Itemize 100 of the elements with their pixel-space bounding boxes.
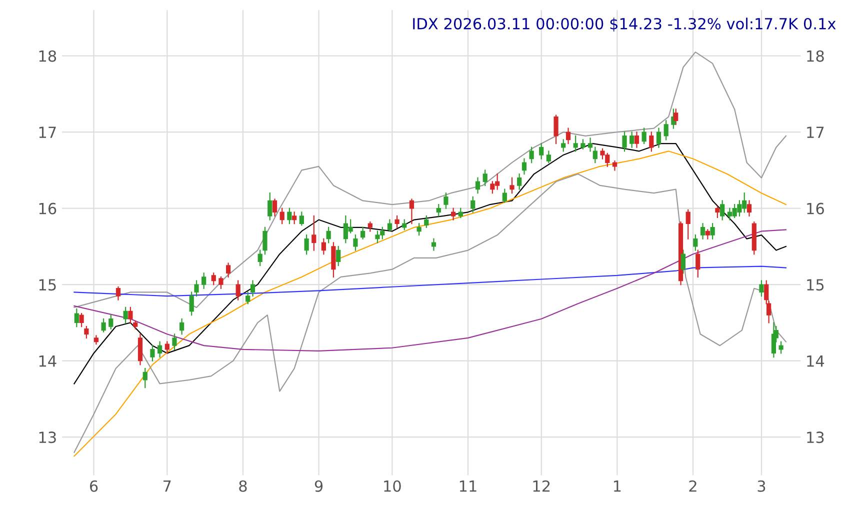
candlestick bbox=[510, 177, 514, 194]
candlestick bbox=[272, 198, 278, 217]
candlestick bbox=[387, 219, 392, 232]
x-tick-label: 10 bbox=[384, 480, 401, 492]
candlestick bbox=[258, 250, 262, 266]
candlestick bbox=[180, 318, 184, 335]
candlestick bbox=[580, 139, 586, 150]
candlestick bbox=[436, 204, 441, 217]
y-tick-label: 17 bbox=[39, 126, 56, 138]
candlestick bbox=[108, 314, 114, 330]
candlestick bbox=[360, 226, 366, 240]
candlestick bbox=[686, 209, 690, 240]
candlestick bbox=[424, 215, 429, 228]
x-tick-label: 12 bbox=[533, 480, 550, 492]
candlestick bbox=[268, 192, 272, 220]
candlestick bbox=[517, 173, 522, 190]
candlestick bbox=[522, 158, 527, 175]
x-tick-label: 1 bbox=[614, 480, 621, 492]
y2-tick-label: 15 bbox=[807, 279, 824, 291]
candlestick bbox=[778, 341, 784, 354]
candlestick bbox=[218, 276, 224, 289]
candlestick bbox=[561, 139, 566, 152]
candlestick bbox=[470, 196, 476, 213]
candlestick bbox=[705, 229, 710, 240]
candlestick bbox=[368, 222, 372, 232]
line-series bbox=[74, 266, 786, 297]
candlestick bbox=[189, 292, 194, 316]
x-tick-label: 3 bbox=[758, 480, 766, 492]
y2-tick-label: 14 bbox=[807, 356, 824, 367]
candlestick bbox=[292, 212, 297, 224]
candlestick bbox=[680, 250, 686, 274]
candlestick bbox=[128, 306, 133, 324]
candlestick bbox=[759, 280, 764, 297]
candlestick bbox=[299, 212, 304, 226]
candlestick bbox=[74, 308, 79, 328]
candlestick bbox=[287, 208, 292, 224]
candlestick bbox=[592, 146, 598, 164]
y-tick-label: 15 bbox=[39, 279, 56, 291]
candlestick bbox=[416, 223, 422, 236]
candlestick bbox=[101, 318, 106, 332]
y2-tick-label: 16 bbox=[807, 202, 824, 214]
chart-title: IDX 2026.03.11 00:00:00 $14.23 -1.32% vol:17.7K 0.1x bbox=[413, 18, 836, 32]
candlestick bbox=[116, 286, 121, 300]
candlestick bbox=[475, 177, 480, 194]
candlestick bbox=[321, 238, 326, 255]
line-series bbox=[74, 51, 786, 308]
candlestick bbox=[566, 128, 571, 144]
y-tick-label: 13 bbox=[39, 432, 56, 444]
candlestick bbox=[202, 272, 206, 289]
candlestick bbox=[142, 368, 148, 388]
candlestick bbox=[630, 132, 634, 148]
candlestick bbox=[394, 215, 400, 228]
candlestick bbox=[280, 208, 284, 224]
x-tick-label: 6 bbox=[90, 480, 98, 492]
candlestick bbox=[715, 206, 720, 218]
candlestick bbox=[236, 280, 240, 300]
candlestick bbox=[649, 132, 654, 152]
y-tick-label: 16 bbox=[39, 202, 56, 214]
candlestick bbox=[573, 135, 578, 152]
candlestick bbox=[194, 280, 199, 297]
candlestick bbox=[246, 292, 250, 304]
candlestick bbox=[546, 150, 551, 164]
x-tick-label: 8 bbox=[239, 480, 247, 492]
y2-tick-label: 18 bbox=[807, 50, 824, 62]
x-tick-label: 11 bbox=[460, 480, 476, 492]
candlestick bbox=[211, 272, 216, 286]
candlestick bbox=[554, 114, 558, 144]
candlestick bbox=[353, 234, 358, 251]
candlestick bbox=[312, 215, 316, 251]
line-series bbox=[74, 229, 786, 352]
candlestick bbox=[622, 132, 627, 152]
candlestick bbox=[612, 160, 618, 171]
candlestick bbox=[674, 108, 678, 126]
candlestick bbox=[172, 334, 177, 350]
candlestick bbox=[444, 192, 448, 209]
candlestick bbox=[304, 234, 309, 255]
y2-tick-label: 17 bbox=[807, 126, 824, 138]
candlestick bbox=[409, 198, 414, 224]
x-tick-label: 2 bbox=[689, 480, 696, 492]
candlestick bbox=[642, 128, 646, 144]
candlestick bbox=[431, 238, 436, 251]
candlestick bbox=[710, 223, 715, 240]
candlestick bbox=[262, 226, 268, 255]
candlestick bbox=[482, 170, 488, 186]
candlestick bbox=[656, 128, 662, 148]
candlestick bbox=[158, 341, 162, 358]
candlestick bbox=[700, 223, 706, 240]
x-tick-label: 9 bbox=[314, 480, 323, 492]
candlestick bbox=[634, 132, 640, 148]
candlestick bbox=[693, 234, 698, 251]
candlestick bbox=[458, 208, 463, 218]
candlestick bbox=[720, 200, 725, 220]
candlestick bbox=[664, 120, 668, 140]
candlestick bbox=[250, 280, 256, 297]
candlestick bbox=[529, 146, 534, 164]
candlestick bbox=[84, 326, 89, 339]
candlestick bbox=[326, 226, 331, 244]
y-tick-label: 18 bbox=[39, 50, 56, 62]
x-tick-label: 7 bbox=[164, 480, 171, 492]
candlestick bbox=[150, 345, 155, 362]
